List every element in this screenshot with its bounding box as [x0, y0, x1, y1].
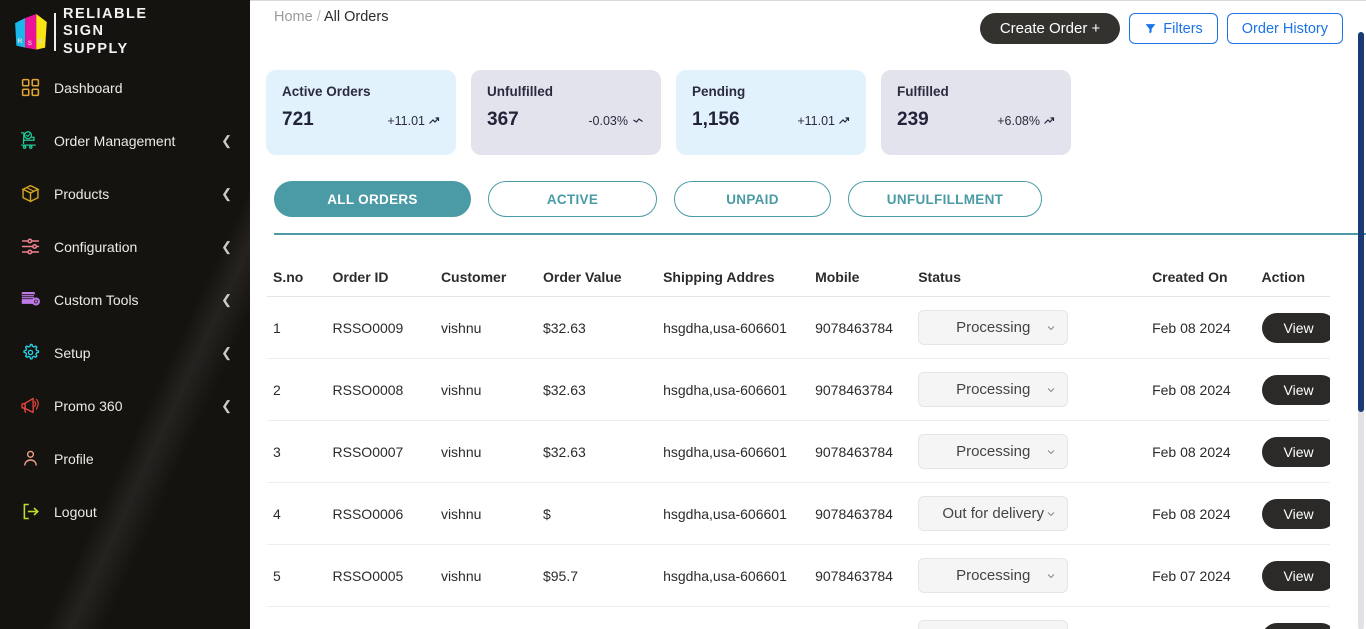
svg-text:R: R: [18, 38, 23, 45]
svg-text:S: S: [28, 40, 33, 47]
svg-text:S: S: [38, 38, 43, 45]
